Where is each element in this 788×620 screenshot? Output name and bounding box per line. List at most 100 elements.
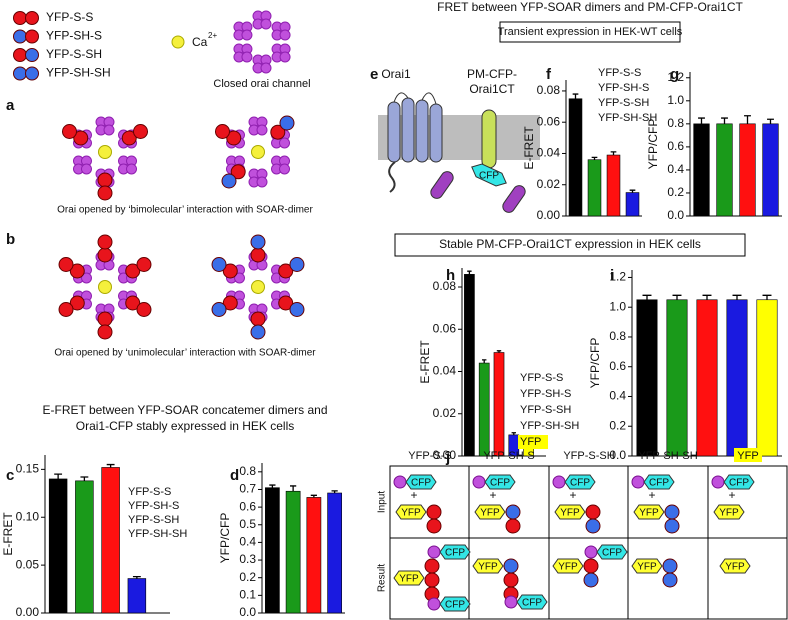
y-tick-label: 0.04 (537, 146, 561, 160)
bar (493, 352, 505, 457)
pm-anchor (481, 109, 497, 169)
yfp-tag (719, 558, 751, 574)
soar-ball (222, 263, 238, 279)
y-tick-label: 0.08 (433, 279, 457, 293)
soar-ball (250, 311, 266, 327)
y-tick-label: 0.0 (609, 448, 626, 462)
legend-text: YFP-SH-SH (46, 66, 111, 80)
cfp-ball (393, 475, 407, 489)
soar-ball (662, 572, 678, 588)
bar (716, 123, 733, 217)
soar-ball (505, 504, 521, 520)
soar-ball (61, 124, 77, 139)
y-tick-label: 0.4 (667, 162, 684, 176)
bar (693, 123, 710, 217)
y-tick-label: 0.2 (667, 185, 684, 199)
caption: Orai opened by ‘bimolecular’ interaction… (57, 205, 313, 216)
box (394, 233, 746, 257)
soar-ball (58, 257, 74, 272)
box (499, 21, 681, 43)
legend-ball (13, 11, 27, 25)
orai-subunit (279, 163, 291, 175)
error-bar (732, 294, 742, 300)
plus: + (728, 488, 735, 502)
y-tick-label: 0.10 (16, 509, 40, 523)
title: FRET between YFP-SOAR dimers and PM-CFP-… (437, 0, 743, 14)
error-bar (744, 115, 751, 124)
error-bar (698, 117, 705, 124)
ca-ion (251, 280, 265, 294)
bar (306, 497, 322, 614)
bar (756, 299, 778, 457)
closed-label: Closed orai channel (213, 78, 310, 90)
error-bar (762, 294, 772, 300)
cfp-tag (484, 474, 516, 490)
bar (285, 490, 301, 614)
yfp-tag (633, 504, 665, 520)
soar-ball (136, 257, 152, 272)
y-tick-label: 0.06 (433, 321, 457, 335)
y-axis-label: YFP/CFP (218, 513, 232, 564)
y-tick-label: 0.2 (609, 418, 626, 432)
soar-ball (424, 572, 440, 588)
error-bar (721, 117, 728, 124)
cfp-text: CFP (729, 478, 749, 489)
bar (587, 159, 602, 217)
legend-text: YFP-S-SH (46, 47, 102, 61)
y-tick-label: 0.00 (537, 208, 561, 222)
error-bar (331, 490, 338, 493)
legend-text: YFP-S-SH (520, 404, 571, 416)
y-axis-label: YFP/CFP (588, 338, 602, 389)
error-bar (767, 118, 774, 124)
soar-ball (211, 302, 227, 317)
y-tick-label: 0.06 (537, 114, 561, 128)
ca-ion (98, 145, 112, 159)
column-header: YFP-SH-S (483, 450, 534, 462)
orai-subunit (126, 163, 138, 175)
orai1-protein (387, 92, 454, 199)
legend-text: YFP-S-S (128, 486, 171, 498)
bar (75, 480, 94, 614)
legend-text: YFP-SH-SH (598, 112, 657, 124)
cfp-ball (427, 545, 441, 559)
table-grid (389, 465, 788, 620)
cfp-text: CFP (522, 598, 542, 609)
panel-label: c (6, 467, 14, 484)
soar-ball (133, 124, 149, 139)
soar-ball (97, 185, 113, 201)
legend-ball (25, 48, 39, 62)
plus: + (410, 488, 417, 502)
cfp-text: CFP (602, 548, 622, 559)
soar-ball (503, 558, 519, 574)
soar-ball (426, 518, 442, 534)
soar-ball (125, 295, 141, 311)
orai-subunit (256, 124, 268, 136)
error-bar (702, 294, 712, 300)
soar-ball (250, 234, 266, 250)
soar-ball (69, 263, 85, 279)
soar-ball (270, 124, 286, 140)
soar-ball (222, 295, 238, 311)
cfp-ball (427, 597, 441, 611)
y-tick-label: 0.7 (239, 482, 256, 496)
soar-ball (226, 130, 242, 146)
ca-label: Ca (192, 35, 208, 49)
yfp-text: YFP (399, 574, 419, 585)
yfp-tag (713, 504, 745, 520)
panel-label: i (610, 267, 614, 284)
orai-subunit (80, 272, 92, 284)
soar-ball (583, 572, 599, 588)
cfp-text: CFP (570, 478, 590, 489)
column-header: YFP-SH-SH (638, 450, 697, 462)
orai-subunit (260, 62, 272, 74)
y-tick-label: 0.02 (433, 406, 457, 420)
y-tick-label: 0.0 (667, 208, 684, 222)
column-header: YFP-S-SH (563, 450, 614, 462)
orai-subunit (241, 29, 253, 41)
y-tick-label: 0.0 (239, 605, 256, 619)
soar-ball (211, 257, 227, 272)
error-bar (467, 270, 472, 275)
yfp-text: YFP (725, 562, 745, 573)
legend-text: YFP-SH-SH (520, 420, 579, 432)
caption: Orai opened by ‘unimolecular’ interactio… (54, 348, 316, 359)
